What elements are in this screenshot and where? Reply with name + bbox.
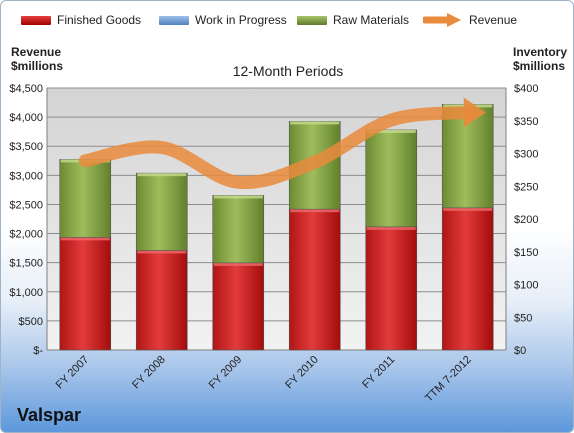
left-axis-tick-label: $1,500: [9, 258, 43, 270]
left-axis-tick-label: $-: [33, 345, 43, 357]
revenue-line: [78, 105, 475, 190]
left-axis-tick-label: $2,000: [9, 229, 43, 241]
right-axis-title-line-1: Inventory: [513, 45, 568, 59]
bar-raw-materials: [59, 159, 112, 238]
legend-swatch-raw-materials: [297, 15, 327, 25]
legend-item-work-in-progress: Work in Progress: [159, 13, 287, 27]
x-tick-label: FY 2011: [360, 354, 397, 391]
legend-label-finished-goods: Finished Goods: [57, 13, 142, 27]
left-axis-tick-label: $4,500: [9, 83, 43, 95]
legend-swatch-work-in-progress: [159, 15, 189, 25]
left-axis-tick-label: $3,500: [9, 141, 43, 153]
bar-finished-goods: [135, 250, 188, 351]
plot-area: [47, 88, 506, 350]
right-axis-tick-label: $100: [514, 280, 538, 292]
legend-arrow-icon: [423, 13, 461, 27]
right-axis-tick-label: $350: [514, 116, 538, 128]
x-tick-label: FY 2009: [207, 354, 245, 392]
bar-finished-goods: [288, 208, 341, 351]
x-tick-label: TTM 7-2012: [423, 354, 474, 405]
bar-finished-goods: [365, 226, 418, 351]
company-name: Valspar: [17, 405, 82, 425]
bar-finished-goods: [441, 207, 494, 351]
legend: Finished Goods Work in Progress Raw Mate…: [1, 13, 573, 33]
bar-raw-materials-highlight: [213, 195, 263, 199]
bar-raw-materials: [135, 172, 188, 251]
left-axis-tick-label: $3,000: [9, 170, 43, 182]
right-axis-tick-label: $300: [514, 149, 538, 161]
bar-finished-goods-highlight: [443, 207, 493, 211]
right-axis-tick-label: $200: [514, 214, 538, 226]
left-axis-tick-label: $4,000: [9, 112, 43, 124]
legend-item-finished-goods: Finished Goods: [21, 13, 141, 27]
legend-item-raw-materials: Raw Materials: [297, 13, 409, 27]
left-axis-title-line-1: Revenue: [11, 45, 62, 59]
bar-raw-materials: [365, 129, 418, 228]
right-axis-title-line-2: $millions: [513, 59, 566, 73]
bar-finished-goods-highlight: [366, 226, 416, 230]
chart-title: 12-Month Periods: [232, 63, 344, 79]
bar-finished-goods-highlight: [213, 262, 263, 266]
revenue-arrowhead: [463, 97, 486, 128]
legend-label-work-in-progress: Work in Progress: [195, 13, 287, 27]
bar-raw-materials-highlight: [137, 173, 187, 177]
bar-finished-goods: [59, 237, 112, 351]
x-tick-label: FY 2010: [283, 354, 321, 392]
left-axis-title-line-2: $millions: [11, 59, 64, 73]
right-axis-tick-label: $150: [514, 247, 538, 259]
left-axis-tick-label: $1,000: [9, 287, 43, 299]
x-tick-label: FY 2007: [54, 354, 92, 392]
legend-label-raw-materials: Raw Materials: [333, 13, 410, 27]
bar-finished-goods-highlight: [137, 250, 187, 254]
right-axis-tick-label: $50: [514, 312, 532, 324]
right-axis-title: Inventory $millions: [513, 45, 567, 73]
right-axis-tick-label: $0: [514, 345, 526, 357]
bar-finished-goods-highlight: [290, 209, 340, 213]
legend-swatch-finished-goods: [21, 15, 51, 25]
bar-raw-materials-highlight: [366, 129, 416, 133]
bar-raw-materials-highlight: [290, 121, 340, 125]
bar-finished-goods-highlight: [60, 237, 110, 241]
right-axis-tick-label: $400: [514, 83, 538, 95]
right-axis-tick-label: $250: [514, 181, 538, 193]
legend-label-revenue: Revenue: [469, 13, 518, 27]
x-tick-label: FY 2008: [130, 354, 168, 392]
bar-raw-materials: [212, 195, 265, 264]
left-axis-tick-label: $2,500: [9, 199, 43, 211]
left-axis-tick-label: $500: [19, 316, 43, 328]
legend-item-revenue: Revenue: [423, 13, 517, 27]
bar-finished-goods: [212, 262, 265, 351]
left-axis-title: Revenue $millions: [11, 45, 63, 73]
